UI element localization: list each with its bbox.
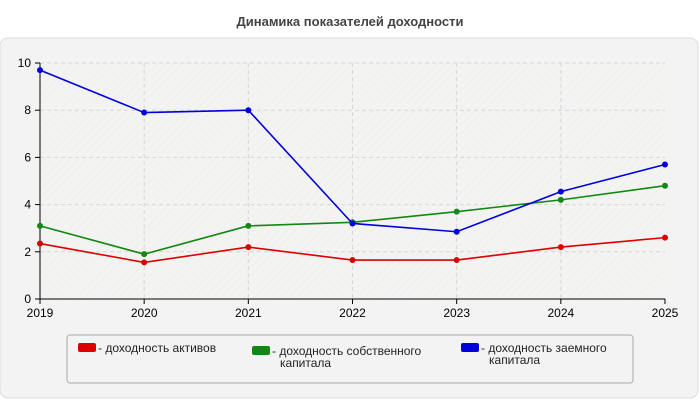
x-tick-label: 2025 xyxy=(652,306,679,320)
data-point xyxy=(662,234,668,241)
data-point xyxy=(453,257,460,264)
data-point xyxy=(557,188,564,195)
legend-box xyxy=(66,334,634,384)
x-tick-label: 2023 xyxy=(443,306,470,320)
y-tick-label: 10 xyxy=(18,56,32,70)
data-point xyxy=(141,251,148,258)
data-point xyxy=(245,222,252,229)
legend-label: капитала xyxy=(280,356,331,370)
legend-label: капитала xyxy=(489,353,540,367)
y-tick-label: 8 xyxy=(24,103,31,117)
data-point xyxy=(245,244,252,251)
x-tick-label: 2021 xyxy=(235,306,262,320)
data-point xyxy=(37,240,43,247)
legend-swatch xyxy=(252,346,270,355)
chart-title: Динамика показателей доходности xyxy=(236,14,463,29)
legend-swatch xyxy=(78,343,96,352)
legend-label: - доходность собственного xyxy=(272,344,422,358)
data-point xyxy=(245,107,252,114)
data-point xyxy=(453,208,460,215)
legend-label: - доходность активов xyxy=(98,341,216,355)
y-tick-label: 0 xyxy=(24,292,31,306)
x-tick-label: 2022 xyxy=(339,306,366,320)
data-point xyxy=(662,182,668,189)
legend-swatch xyxy=(461,343,479,352)
data-point xyxy=(453,228,460,235)
y-tick-label: 6 xyxy=(24,150,31,164)
x-tick-label: 2019 xyxy=(27,306,54,320)
legend-label: - доходность заемного xyxy=(481,341,607,355)
series xyxy=(37,67,668,266)
data-point xyxy=(662,161,668,168)
x-tick-label: 2024 xyxy=(547,306,574,320)
data-point xyxy=(349,257,356,264)
series-3 xyxy=(37,67,668,235)
data-point xyxy=(37,222,43,229)
data-point xyxy=(141,259,148,266)
legend-item-1: - доходность активов xyxy=(78,341,216,355)
data-point xyxy=(557,196,564,203)
legend: - доходность активов - доходность собстве… xyxy=(66,334,634,384)
data-point xyxy=(141,109,148,116)
data-point xyxy=(349,220,356,227)
y-tick-label: 2 xyxy=(24,245,31,259)
axes: 2019 2020 2021 2022 2023 2024 2025 0 2 4 6 8 10 xyxy=(18,56,679,320)
x-tick-label: 2020 xyxy=(131,306,158,320)
data-point xyxy=(557,244,564,251)
series-1 xyxy=(37,234,668,266)
data-point xyxy=(37,67,43,74)
y-tick-label: 4 xyxy=(24,198,31,212)
